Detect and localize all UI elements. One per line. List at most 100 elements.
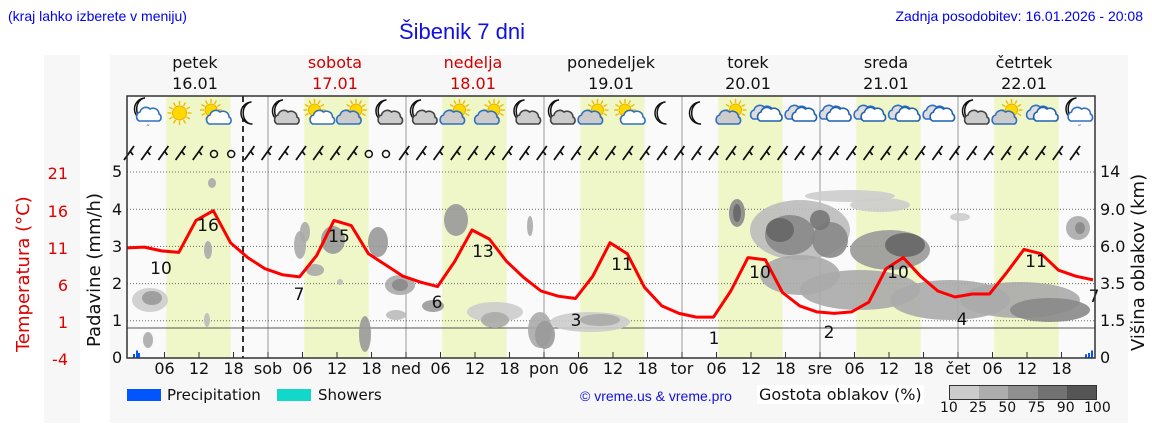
wind-barb-icon	[518, 145, 531, 161]
wind-barb-icon	[536, 145, 548, 161]
hour-tick: 18	[499, 359, 520, 378]
wind-barb-icon	[260, 145, 273, 161]
wind-barb-icon	[966, 145, 978, 161]
temp-tick: -4	[52, 350, 68, 369]
wind-barb-icon	[862, 145, 875, 161]
wind-barb-icon	[501, 145, 514, 161]
colorbar-step	[950, 386, 980, 399]
daylight-band	[856, 96, 921, 358]
colorbar-label: 90	[1056, 400, 1075, 416]
plot-border	[126, 95, 1096, 359]
moon-cloud-icon	[271, 99, 300, 125]
moon-icon	[688, 101, 702, 125]
wind-barb-icon	[725, 145, 737, 161]
colorbar-label: 75	[1027, 400, 1046, 416]
wind-barb-icon	[415, 145, 428, 161]
hour-tick: 06	[430, 359, 451, 378]
wind-barb-icon	[983, 145, 995, 161]
wind-barb-icon	[432, 145, 445, 161]
temperature-min-label: 2	[824, 323, 835, 343]
sun-cloud-grey-icon	[577, 99, 609, 125]
cloud-density-title: Gostota oblakov (%)	[757, 385, 924, 404]
moon-cloud-rain-icon: ″	[133, 97, 162, 134]
colorbar-label: 100	[1084, 400, 1111, 416]
region-hint-link[interactable]: (kraj lahko izberete v meniju)	[8, 8, 187, 24]
colorbar-label: 25	[969, 400, 988, 416]
wind-barb-icon	[450, 145, 462, 161]
day-header-0: petek 16.01	[172, 53, 218, 93]
wind-barb-icon	[467, 145, 479, 161]
wind-barb-icon	[1017, 145, 1030, 161]
moon-cloud-icon	[961, 99, 990, 125]
cloud-height-axis-label: Višina oblakov (km)	[1128, 173, 1149, 351]
hour-tick: 18	[223, 359, 244, 378]
hour-tick: 06	[292, 359, 313, 378]
hour-tick: 06	[706, 359, 727, 378]
precipitation-bar	[136, 350, 138, 358]
precip-tick: 1	[112, 311, 123, 330]
day-header-4: torek 20.01	[725, 53, 771, 93]
sun-cloud-grey-icon	[335, 99, 367, 125]
precipitation-bar	[138, 353, 140, 358]
cloud-icon	[853, 104, 887, 122]
temperature-min-label: 10	[150, 259, 172, 279]
hour-tick: 06	[154, 359, 175, 378]
cloud-density-field	[132, 178, 1090, 352]
hour-tick: 18	[913, 359, 934, 378]
cloud-icon	[922, 104, 956, 122]
sun-cloud-icon	[614, 99, 646, 125]
wind-barb-icon	[346, 145, 359, 161]
wind-barb-icon	[759, 145, 772, 161]
temperature-min-label: 4	[957, 310, 968, 330]
wind-barb-icon	[398, 145, 410, 161]
copyright-link[interactable]: © vreme.us & vreme.pro	[580, 388, 732, 404]
colorbar-step	[1008, 386, 1038, 399]
cloud-height-tick: 9.0	[1100, 200, 1126, 219]
wind-barb-icon	[880, 145, 892, 161]
day-header-3: ponedeljek 19.01	[567, 53, 655, 93]
hour-tick: 18	[361, 359, 382, 378]
day-tick: sob	[253, 359, 283, 378]
hour-tick: 06	[844, 359, 865, 378]
temp-tick: 11	[47, 239, 68, 258]
day-header-1: sobota 17.01	[307, 53, 363, 93]
day-tick: tor	[670, 359, 694, 378]
wind-barb-icon	[948, 145, 961, 161]
day-header-2: nedelja 18.01	[443, 53, 503, 93]
wind-barb-icon	[845, 145, 858, 161]
cloud-height-tick: 1.5	[1100, 311, 1126, 330]
day-tick: pon	[528, 359, 560, 378]
wind-barb-icon	[312, 145, 324, 161]
temp-tick: 16	[47, 202, 68, 221]
day-tick: sre	[807, 359, 833, 378]
last-updated: Zadnja posodobitev: 16.01.2026 - 20:08	[895, 8, 1143, 24]
temperature-max-label: 11	[1025, 252, 1047, 272]
wind-barb-icon	[656, 145, 668, 161]
cloud-icon	[1025, 104, 1059, 122]
cloud-icon	[887, 104, 921, 122]
hour-tick: 12	[602, 359, 624, 378]
wind-barb-icon	[243, 145, 256, 161]
sun-icon	[167, 101, 192, 125]
precipitation-bar	[1088, 353, 1090, 358]
temp-tick: 21	[47, 164, 68, 183]
precipitation-bar	[133, 354, 135, 358]
wind-barb-icon	[828, 145, 840, 161]
precip-tick: 2	[112, 274, 123, 293]
wind-barb-icon	[123, 145, 135, 161]
temperature-axis-label: Temperatura (°C)	[13, 196, 34, 352]
wind-barb-icon	[140, 145, 152, 161]
sun-cloud-grey-icon	[439, 99, 471, 125]
temp-axis-panel	[44, 55, 80, 423]
temperature-max-label: 16	[197, 216, 219, 236]
showers-swatch	[277, 389, 311, 401]
temperature-min-label: 6	[432, 293, 443, 313]
wind-barb-icon	[1069, 145, 1081, 161]
moon-cloud-icon	[513, 99, 542, 125]
precipitation-legend-label: Precipitation	[167, 386, 261, 404]
cloud-height-tick: 0	[1100, 348, 1111, 367]
day-tick: čet	[945, 359, 971, 378]
moon-cloud-icon	[375, 99, 404, 125]
sun-cloud-icon	[200, 99, 232, 125]
